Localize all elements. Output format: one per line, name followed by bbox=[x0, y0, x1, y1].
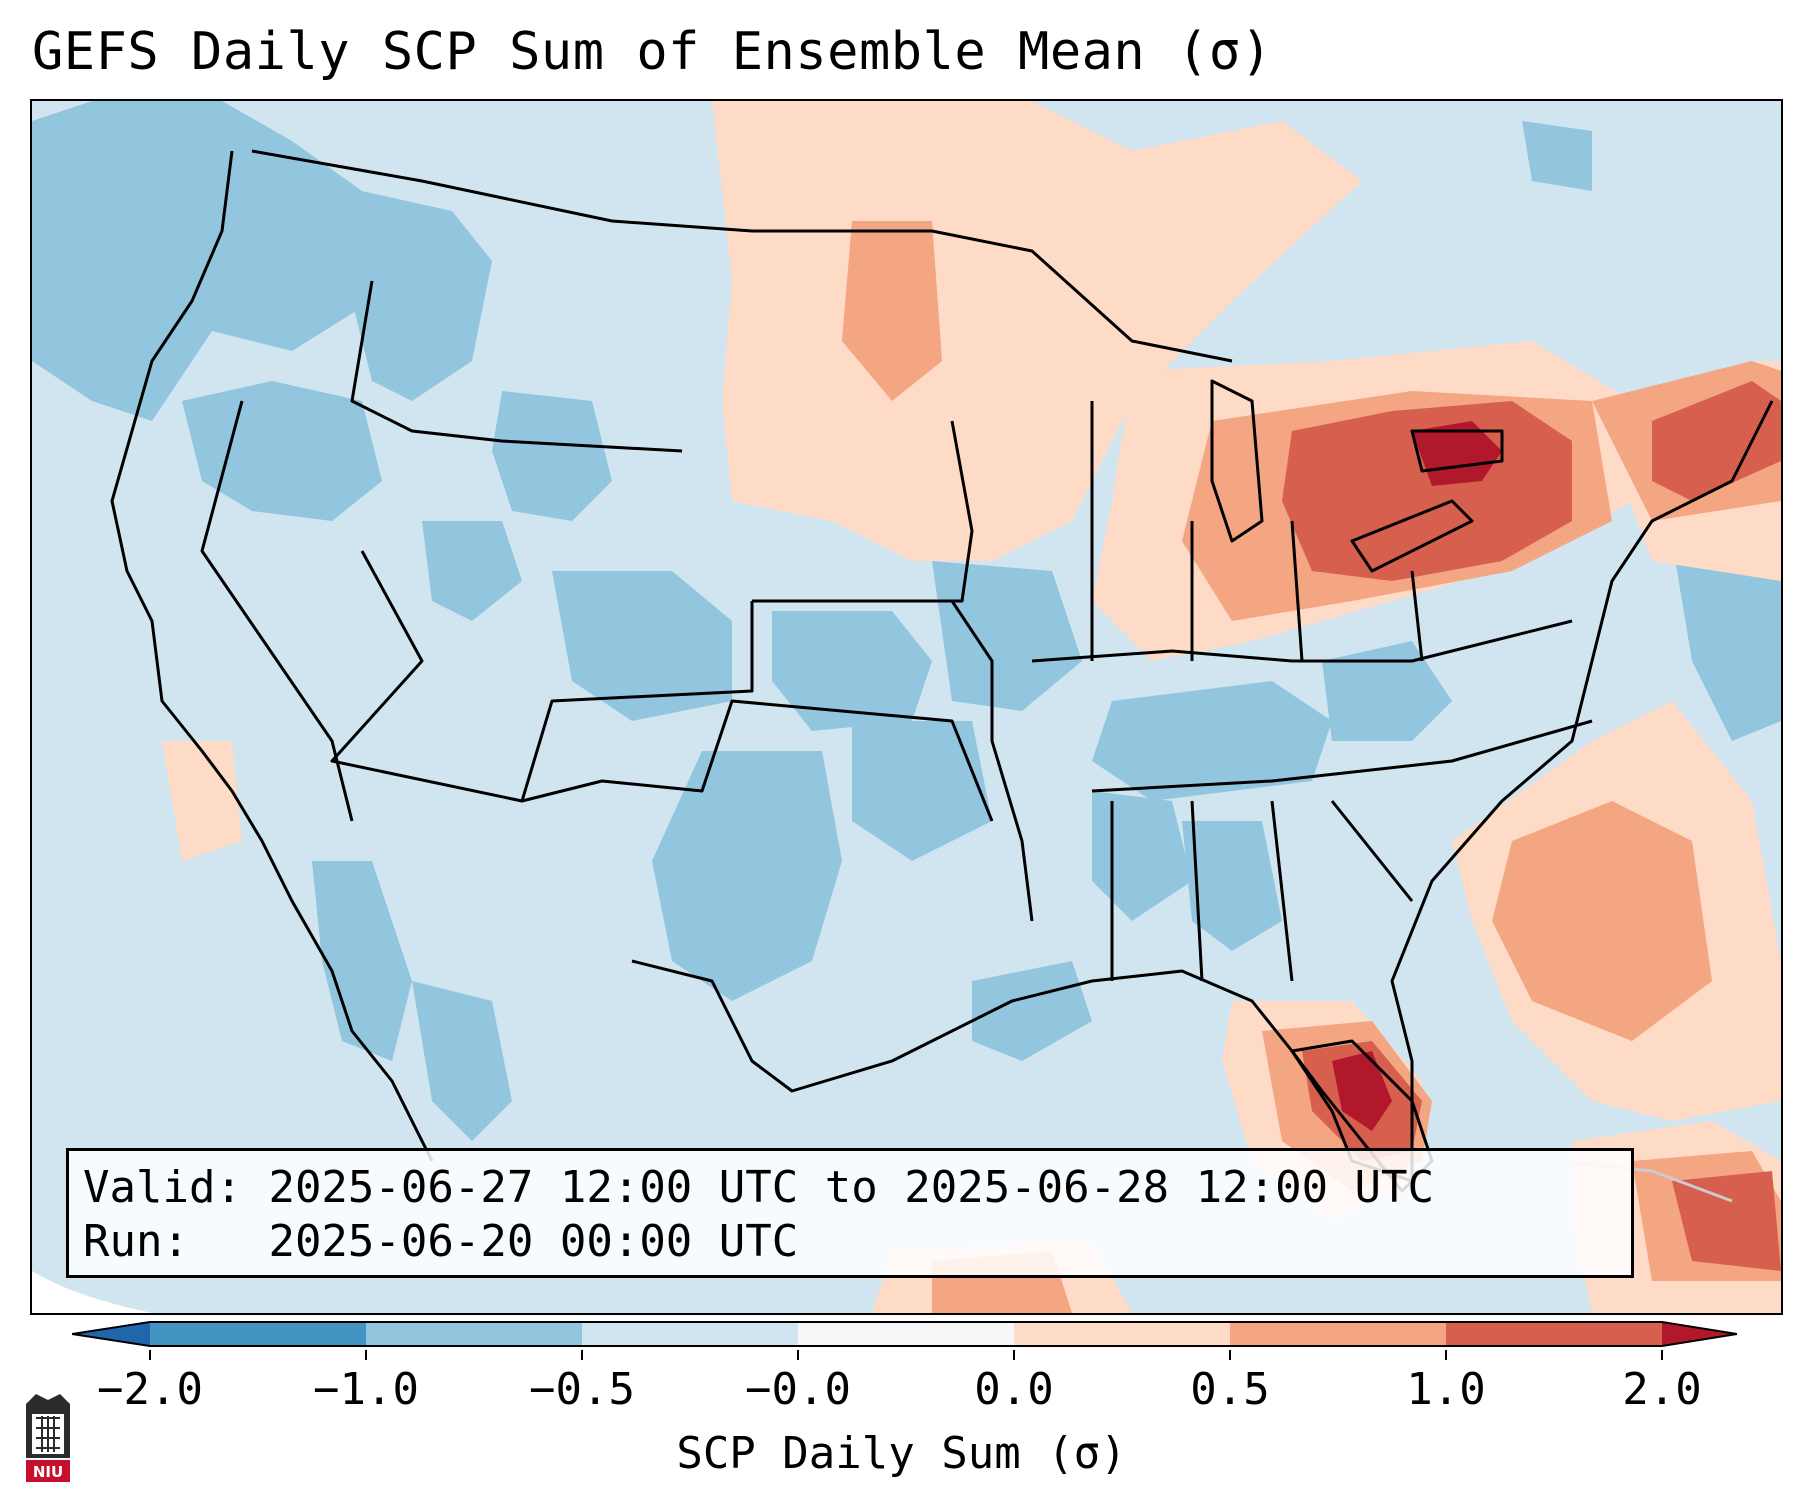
valid-run-info-box: Valid: 2025-06-27 12:00 UTC to 2025-06-2… bbox=[66, 1148, 1634, 1278]
colorbar-bin bbox=[582, 1322, 798, 1346]
tick-label: 0.0 bbox=[974, 1364, 1054, 1415]
valid-value: 2025-06-27 12:00 UTC to 2025-06-28 12:00… bbox=[268, 1162, 1435, 1213]
blue-patch-utah bbox=[422, 521, 522, 621]
run-value: 2025-06-20 00:00 UTC bbox=[268, 1216, 799, 1267]
lake-michigan bbox=[1210, 379, 1264, 543]
blue-patch-arkansas bbox=[1092, 791, 1192, 921]
colorbar-extend-low bbox=[72, 1322, 150, 1346]
blue-patch-pacific-nw bbox=[32, 101, 372, 421]
coastline-west bbox=[110, 150, 434, 1162]
blue-patch-mexico bbox=[412, 981, 512, 1141]
tick-label: −1.0 bbox=[313, 1364, 419, 1415]
colorbar-bin bbox=[366, 1322, 582, 1346]
lake-erie bbox=[1350, 499, 1474, 573]
blue-patch-tennessee bbox=[1092, 681, 1332, 801]
gulf-coast bbox=[631, 959, 1413, 1183]
mid-red-dakota bbox=[842, 221, 942, 401]
colorbar-bin bbox=[1230, 1322, 1446, 1346]
border-montana-wy bbox=[350, 280, 683, 453]
mid-red-atlantic bbox=[1492, 801, 1712, 1041]
tick-mark bbox=[1013, 1350, 1015, 1360]
colorbar-ticks: −2.0 −1.0 −0.5 −0.0 0.0 0.5 1.0 2.0 bbox=[0, 1350, 1803, 1430]
tick-label: 0.5 bbox=[1190, 1364, 1270, 1415]
colorbar-label: SCP Daily Sum (σ) bbox=[676, 1428, 1127, 1479]
map-edge-corner bbox=[32, 1271, 152, 1313]
blue-patch-colorado bbox=[552, 571, 732, 721]
tick-label: −0.5 bbox=[529, 1364, 635, 1415]
border-central bbox=[752, 420, 974, 603]
strong-red-new-england bbox=[1652, 381, 1781, 501]
colorbar-svg bbox=[71, 1321, 1738, 1347]
tick-label: −2.0 bbox=[97, 1364, 203, 1415]
colorbar-extend-high bbox=[1662, 1322, 1737, 1346]
blue-patch-oklahoma bbox=[852, 721, 992, 861]
blue-patch-virginia bbox=[1322, 641, 1452, 741]
tick-label: 1.0 bbox=[1406, 1364, 1486, 1415]
niu-logo-text: NIU bbox=[33, 1463, 63, 1481]
blue-patch-missouri bbox=[932, 561, 1082, 711]
blue-patch-kansas bbox=[772, 611, 932, 731]
border-ks-mo bbox=[950, 600, 1034, 922]
tick-mark bbox=[797, 1350, 799, 1360]
border-nm-tx bbox=[521, 699, 994, 822]
border-tn-nc bbox=[1091, 719, 1593, 793]
tick-label: −0.0 bbox=[745, 1364, 851, 1415]
negative-anomaly-areas bbox=[32, 101, 1781, 1141]
blue-patch-ne-canada bbox=[1522, 121, 1592, 191]
colorbar-bin bbox=[1014, 1322, 1230, 1346]
blue-patch-oregon bbox=[182, 381, 382, 521]
border-ohio-valley bbox=[1031, 619, 1573, 663]
colorbar-bin bbox=[798, 1322, 1014, 1346]
colorbar-bin bbox=[150, 1322, 366, 1346]
atlantic-coast bbox=[1390, 400, 1774, 1181]
run-label: Run: bbox=[83, 1216, 189, 1267]
border-nevada-utah bbox=[200, 400, 354, 822]
blue-patch-baja bbox=[312, 861, 412, 1061]
tick-mark bbox=[149, 1350, 151, 1360]
chart-title-text: GEFS Daily SCP Sum of Ensemble Mean (σ) bbox=[32, 22, 1273, 82]
blue-patch-wyoming bbox=[492, 391, 612, 521]
lake-ontario bbox=[1410, 429, 1504, 473]
light-red-baja bbox=[162, 741, 242, 861]
blue-patch-gulf-texas bbox=[972, 961, 1092, 1061]
colorbar-bin bbox=[1446, 1322, 1662, 1346]
niu-logo-svg: NIU bbox=[26, 1394, 70, 1482]
tick-mark bbox=[365, 1350, 367, 1360]
tick-mark bbox=[1661, 1350, 1663, 1360]
tick-mark bbox=[1229, 1350, 1231, 1360]
border-midwest bbox=[1090, 401, 1424, 662]
darkest-red-florida bbox=[1332, 1051, 1392, 1131]
strong-red-great-lakes bbox=[1282, 401, 1572, 581]
valid-label: Valid: bbox=[83, 1162, 242, 1213]
colorbar bbox=[71, 1318, 1738, 1350]
niu-logo: NIU bbox=[20, 1390, 76, 1486]
tick-mark bbox=[581, 1350, 583, 1360]
tick-mark bbox=[1445, 1350, 1447, 1360]
map-panel bbox=[30, 99, 1783, 1315]
state-boundaries bbox=[110, 149, 1774, 1203]
tick-label: 2.0 bbox=[1622, 1364, 1702, 1415]
light-red-plains bbox=[712, 101, 1362, 561]
border-deep-south bbox=[1110, 800, 1414, 982]
map-svg bbox=[32, 101, 1781, 1313]
blue-patch-idaho-montana bbox=[352, 191, 492, 401]
positive-anomaly-areas bbox=[162, 101, 1781, 1313]
blue-patch-alabama bbox=[1182, 821, 1282, 951]
chart-title: GEFS Daily SCP Sum of Ensemble Mean (σ) bbox=[32, 22, 1272, 82]
strong-red-caribbean bbox=[1672, 1171, 1781, 1271]
canada-border bbox=[251, 149, 1233, 363]
blue-patch-texas bbox=[652, 751, 842, 1001]
